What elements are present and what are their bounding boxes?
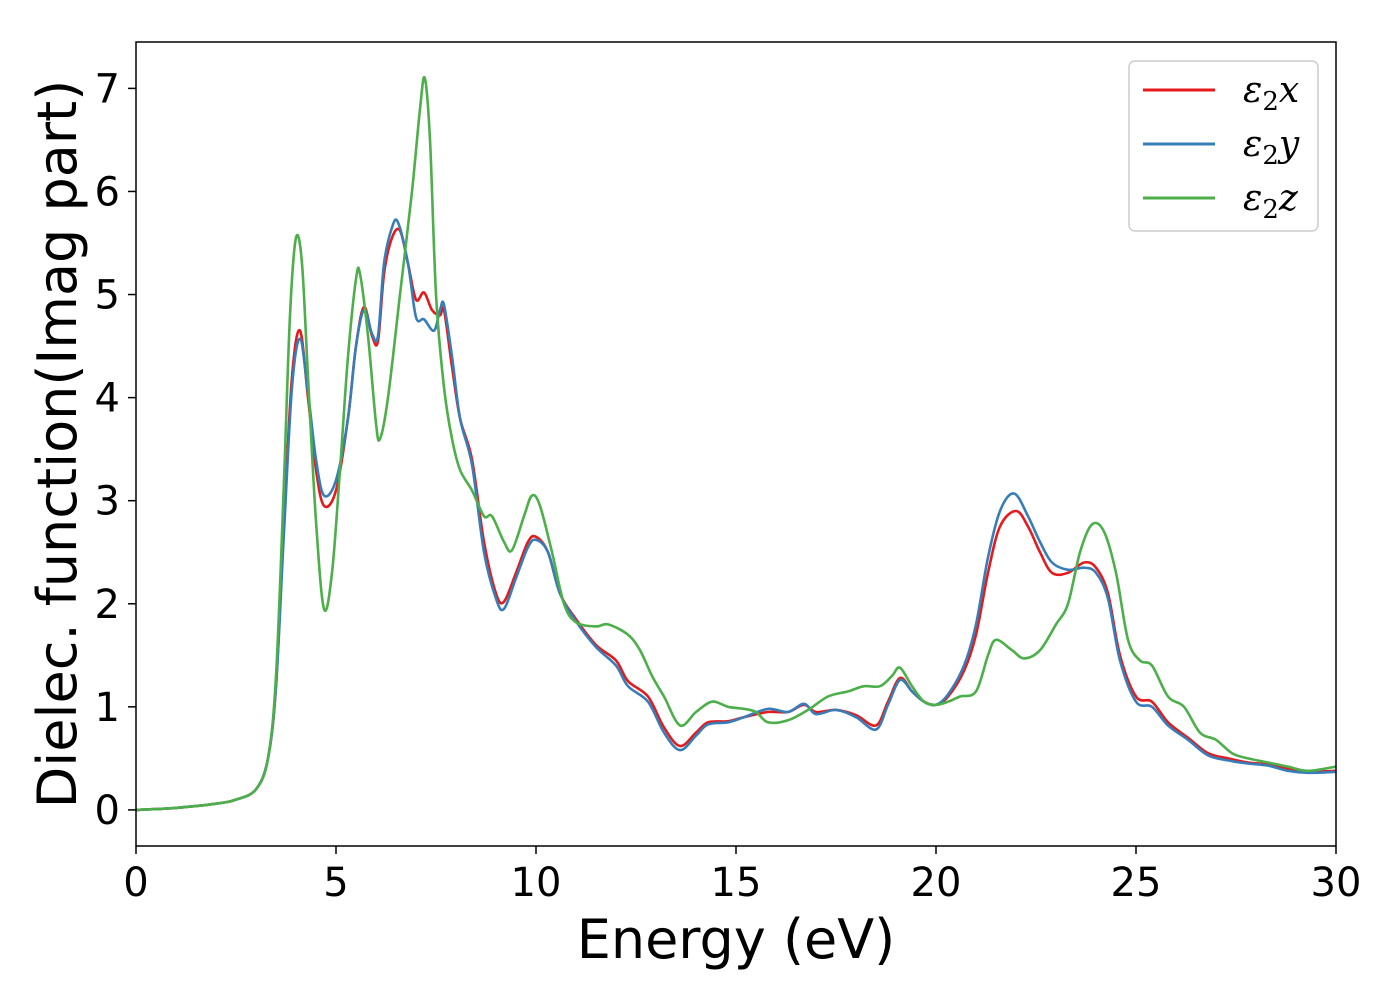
y-tick-label: 2 [95,582,120,628]
x-axis: 0 5 10 15 20 25 30 [123,846,1361,906]
y-tick-label: 7 [95,66,120,112]
x-tick-label: 15 [711,860,762,906]
x-tick-label: 30 [1311,860,1362,906]
y-axis-title: Dielec. function(Imag part) [26,80,89,809]
x-tick-label: 25 [1111,860,1162,906]
x-tick-label: 5 [323,860,348,906]
legend-label-z: ε2z [1243,178,1299,225]
series-line-z [135,75,1337,812]
series-layer [135,75,1337,812]
x-tick-label: 10 [511,860,562,906]
x-tick-label: 20 [911,860,962,906]
y-tick-label: 6 [95,169,120,215]
legend: ε2x ε2y ε2z [1128,60,1319,232]
x-tick-label: 0 [123,860,148,906]
x-axis-title: Energy (eV) [577,908,896,971]
legend-label-x: ε2x [1243,70,1299,117]
y-tick-label: 1 [95,685,120,731]
y-tick-label: 3 [95,479,120,525]
y-axis: 0 1 2 3 4 5 6 7 [95,66,136,834]
legend-label-y: ε2y [1243,124,1300,171]
legend-box [1128,60,1319,232]
y-tick-label: 5 [95,273,120,319]
y-tick-label: 4 [95,376,120,422]
y-tick-label: 0 [95,788,120,834]
